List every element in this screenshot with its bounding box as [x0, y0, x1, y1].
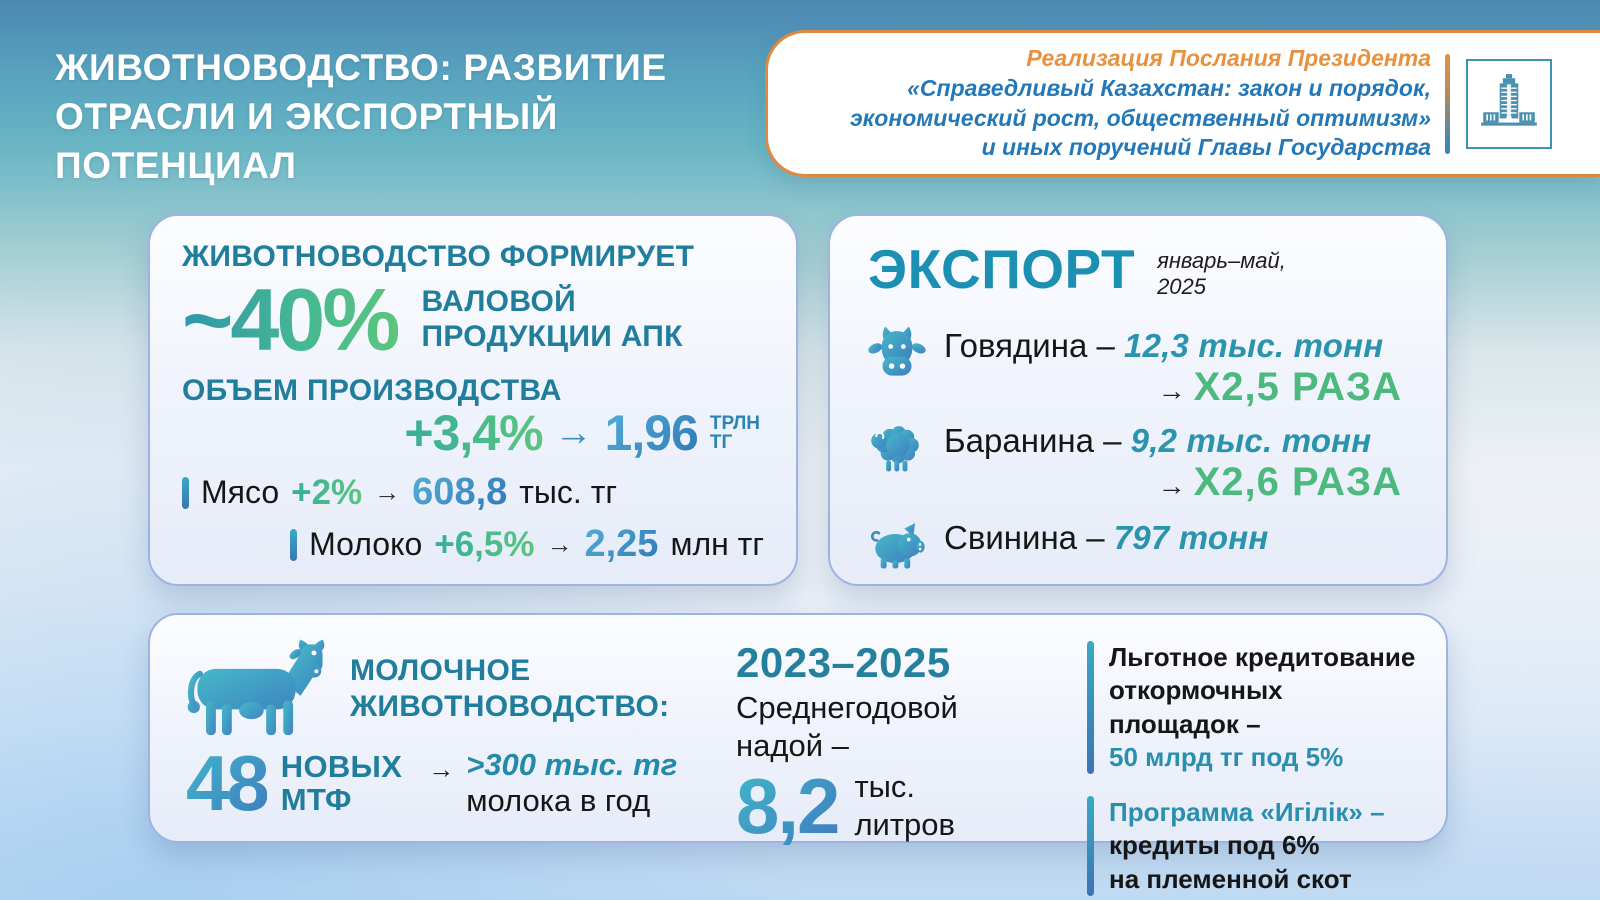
share-row: ~40% ВАЛОВОЙ ПРОДУКЦИИ АПК — [182, 270, 764, 369]
banner-quote-line: и иных поручений Главы Государства — [981, 134, 1431, 161]
banner-tagline: Реализация Послания Президента — [1026, 44, 1431, 71]
dairy-credit-section: Льготное кредитование откормочных площад… — [1087, 637, 1416, 896]
farms-count: 48 — [186, 739, 270, 827]
yield-unit: тыс. литров — [854, 769, 955, 842]
page-title-line: ПОТЕНЦИАЛ — [55, 144, 297, 186]
production-item-meat: Мясо +2% → 608,8 тыс. тг — [182, 471, 764, 514]
dairy-yield-section: 2023–2025 Среднегодовой надой – 8,2 тыс.… — [736, 637, 1061, 845]
export-item-pork: Свинина – 797 тонн — [868, 519, 1402, 573]
cow-head-icon — [868, 326, 926, 376]
government-building-icon — [1481, 73, 1537, 126]
banner-quote-line: экономический рост, общественный оптимиз… — [849, 104, 1431, 131]
share-value: ~40% — [182, 270, 401, 369]
arrow-icon: → — [546, 529, 573, 560]
page-title-line: ОТРАСЛИ И ЭКСПОРТНЫЙ — [55, 95, 558, 137]
export-item-beef: Говядина – 12,3 тыс. тонн → Х2,5 РАЗА — [868, 326, 1402, 410]
dairy-heading: МОЛОЧНОЕ ЖИВОТНОВОДСТВО: — [350, 653, 670, 723]
production-item-milk: Молоко +6,5% → 2,25 млн тг — [182, 523, 764, 566]
banner-quote-line: «Справедливый Казахстан: закон и порядок… — [907, 74, 1431, 101]
page-title: ЖИВОТНОВОДСТВО: РАЗВИТИЕ ОТРАСЛИ И ЭКСПО… — [55, 44, 735, 190]
banner-divider — [1445, 53, 1450, 154]
dairy-card: МОЛОЧНОЕ ЖИВОТНОВОДСТВО: 48 НОВЫХ МТФ → … — [148, 613, 1448, 896]
bullet-bar — [182, 476, 189, 509]
production-value: 1,96 — [604, 405, 699, 462]
milk-revenue: >300 тыс. тг молока в год — [466, 747, 678, 818]
arrow-icon: → — [428, 753, 455, 784]
page-title-line: ЖИВОТНОВОДСТВО: РАЗВИТИЕ — [55, 47, 667, 88]
production-growth: +3,4% — [404, 405, 543, 462]
livestock-share-card: ЖИВОТНОВОДСТВО ФОРМИРУЕТ ~40% ВАЛОВОЙ ПР… — [148, 214, 798, 586]
bullet-bar — [1087, 641, 1094, 775]
arrow-icon: → — [554, 411, 593, 454]
president-message-text: Реализация Послания Президента «Справедл… — [768, 44, 1431, 164]
yield-period: 2023–2025 — [736, 639, 951, 686]
cow-icon — [187, 639, 325, 736]
share-heading: ЖИВОТНОВОДСТВО ФОРМИРУЕТ — [182, 240, 695, 273]
export-header: ЭКСПОРТ январь–май, 2025 — [868, 242, 1402, 301]
export-heading: ЭКСПОРТ — [868, 238, 1136, 300]
export-period: январь–май, 2025 — [1157, 248, 1286, 300]
pig-icon — [870, 522, 925, 569]
credit-item-feedlots: Льготное кредитование откормочных площад… — [1087, 641, 1416, 775]
bullet-bar — [290, 528, 298, 561]
credit-item-igilik: Программа «Игілік» – кредиты под 6% на п… — [1087, 796, 1416, 896]
production-units: ТРЛН ТГ — [709, 413, 760, 454]
production-heading: ОБЪЕМ ПРОИЗВОДСТВА — [182, 374, 562, 408]
share-caption: ВАЛОВОЙ ПРОДУКЦИИ АПК — [421, 285, 683, 354]
bullet-bar — [1087, 796, 1094, 896]
arrow-icon: → — [1157, 469, 1186, 501]
arrow-icon: → — [374, 477, 401, 508]
dairy-left-section: МОЛОЧНОЕ ЖИВОТНОВОДСТВО: 48 НОВЫХ МТФ → … — [180, 637, 720, 827]
president-message-banner: Реализация Послания Президента «Справедл… — [765, 30, 1600, 177]
yield-value: 8,2 — [736, 761, 840, 850]
export-item-mutton: Баранина – 9,2 тыс. тонн → Х2,6 РАЗА — [868, 422, 1402, 505]
export-card: ЭКСПОРТ январь–май, 2025 Говядина – — [828, 214, 1448, 586]
production-row: +3,4% → 1,96 ТРЛН ТГ — [182, 404, 764, 462]
sheep-icon — [871, 425, 919, 472]
farms-label: НОВЫХ МТФ — [280, 748, 403, 817]
yield-label: Среднегодовой надой – — [736, 690, 958, 763]
arrow-icon: → — [1157, 374, 1186, 406]
government-logo — [1466, 58, 1552, 149]
